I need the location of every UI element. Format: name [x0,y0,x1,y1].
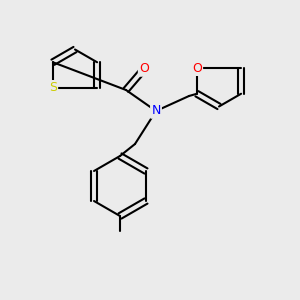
Text: S: S [49,81,57,94]
Text: O: O [139,62,149,76]
Text: N: N [151,104,161,118]
Text: O: O [192,62,202,75]
